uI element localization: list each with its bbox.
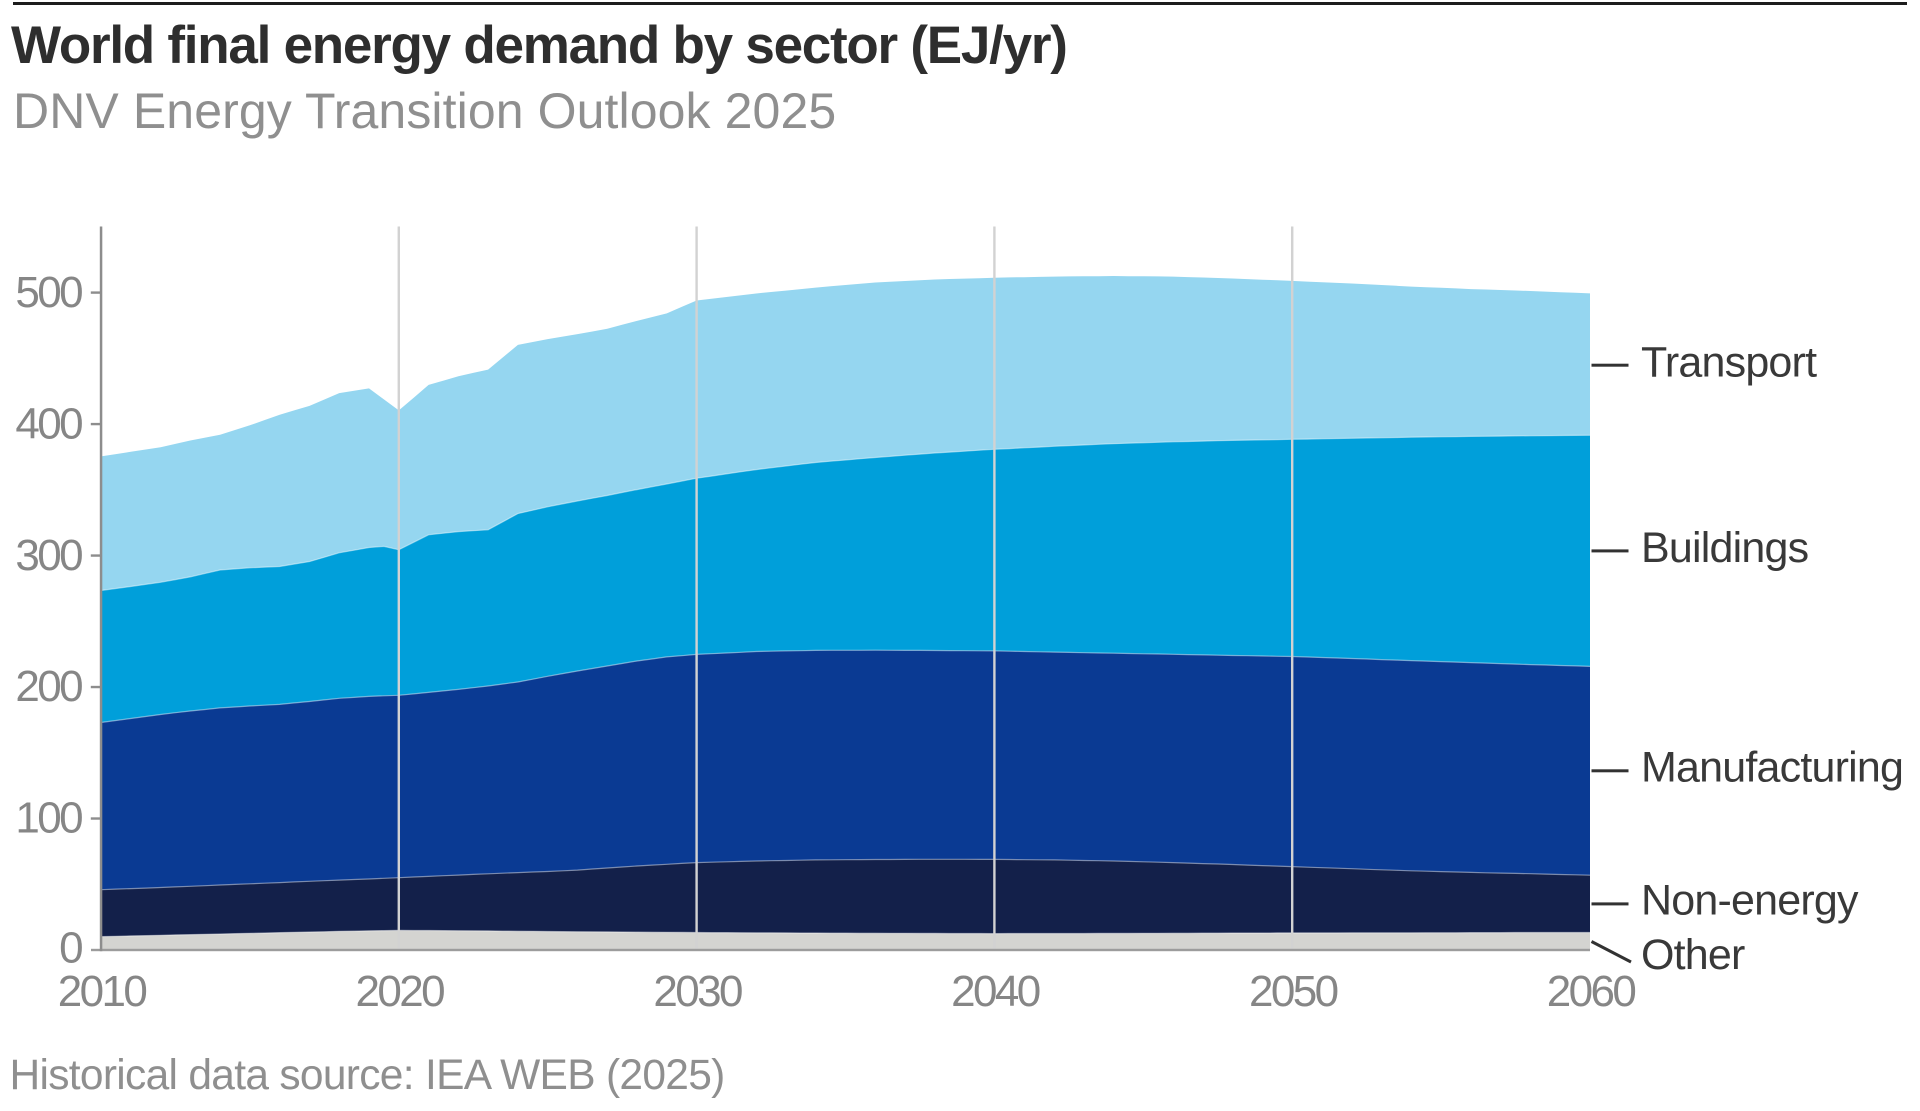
svg-text:Historical data source: IEA WE: Historical data source: IEA WEB (2025) bbox=[10, 1052, 725, 1099]
svg-text:400: 400 bbox=[15, 399, 82, 448]
svg-text:2040: 2040 bbox=[951, 967, 1040, 1016]
svg-text:DNV Energy Transition Outlook: DNV Energy Transition Outlook 2025 bbox=[13, 83, 836, 139]
svg-text:Manufacturing: Manufacturing bbox=[1641, 744, 1903, 792]
svg-text:2060: 2060 bbox=[1547, 967, 1636, 1016]
svg-text:Other: Other bbox=[1641, 931, 1745, 979]
svg-text:2030: 2030 bbox=[653, 967, 742, 1016]
svg-text:100: 100 bbox=[15, 794, 82, 843]
svg-text:2020: 2020 bbox=[356, 967, 445, 1016]
svg-text:200: 200 bbox=[15, 662, 82, 711]
svg-text:Transport: Transport bbox=[1641, 338, 1817, 386]
svg-text:World final energy demand by s: World final energy demand by sector (EJ/… bbox=[11, 16, 1067, 75]
svg-text:0: 0 bbox=[59, 923, 82, 972]
svg-text:500: 500 bbox=[15, 268, 82, 317]
svg-text:300: 300 bbox=[15, 531, 82, 580]
svg-text:2010: 2010 bbox=[58, 967, 147, 1016]
svg-text:Non-energy: Non-energy bbox=[1641, 877, 1859, 925]
svg-text:Buildings: Buildings bbox=[1641, 524, 1808, 572]
svg-text:2050: 2050 bbox=[1249, 967, 1338, 1016]
